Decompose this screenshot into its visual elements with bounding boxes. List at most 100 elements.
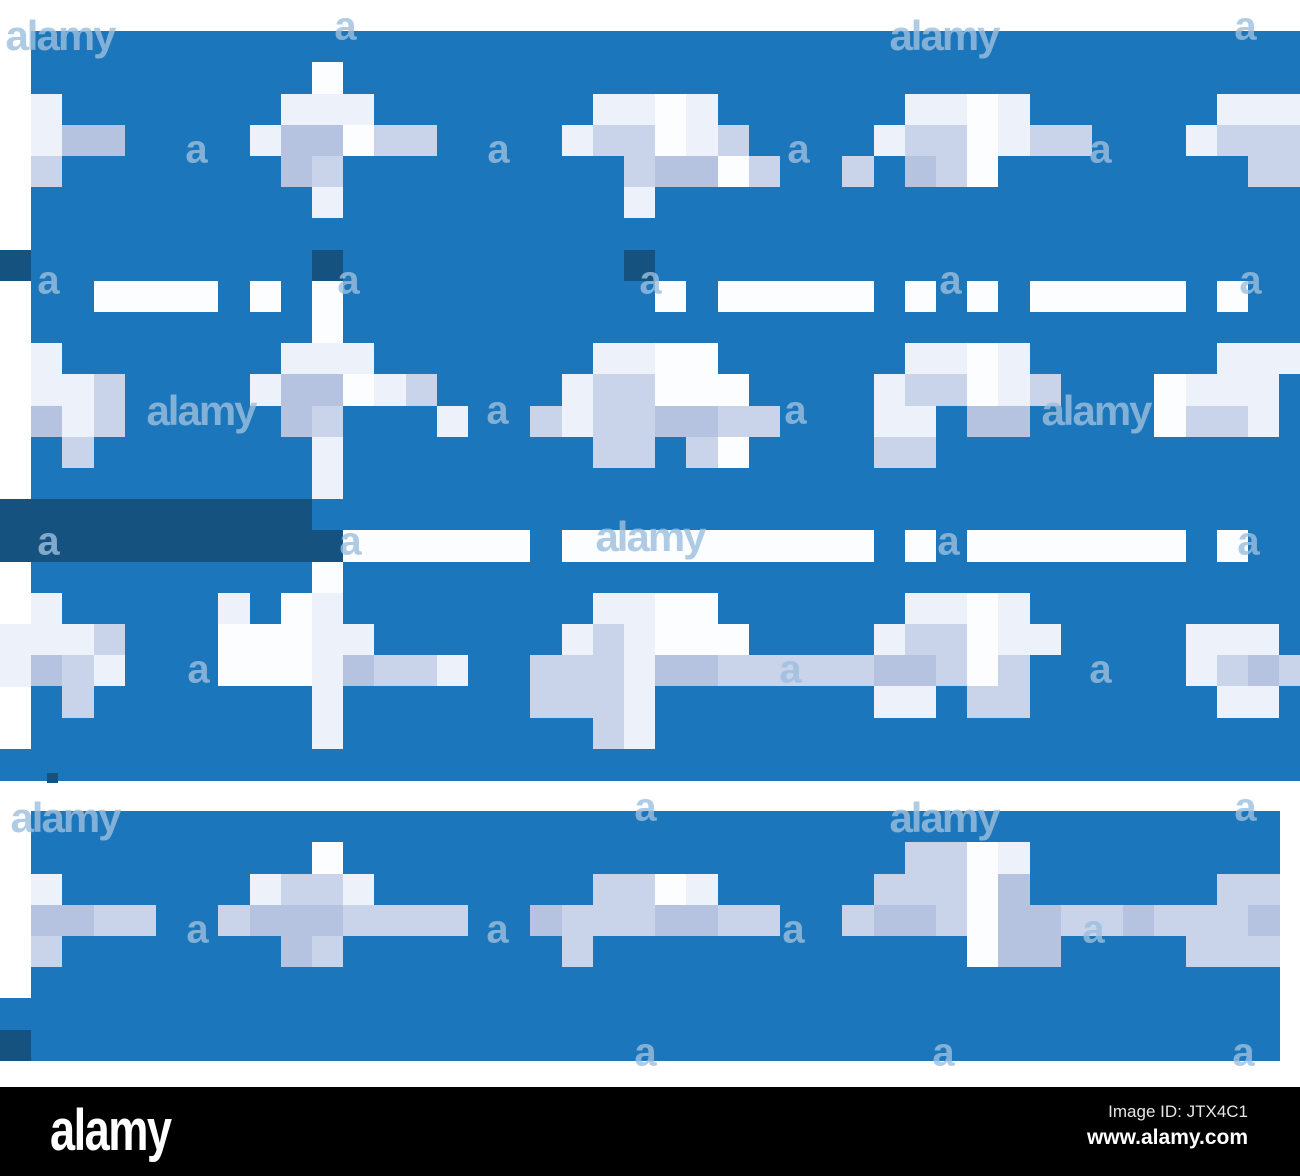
pixel (686, 312, 719, 344)
pixel (592, 93, 625, 126)
pixel (1060, 499, 1093, 531)
pixel (93, 218, 126, 251)
pixel (561, 93, 594, 126)
pixel (343, 592, 375, 625)
pixel (655, 124, 687, 157)
pixel (249, 124, 282, 157)
pixel (936, 561, 968, 594)
pixel (405, 93, 438, 126)
pixel (187, 748, 219, 781)
pixel (904, 530, 937, 563)
pixel (967, 124, 999, 157)
pixel (1216, 374, 1249, 407)
pixel (405, 842, 438, 875)
pixel (374, 686, 407, 719)
pixel (561, 343, 594, 375)
pixel (780, 811, 812, 843)
pixel (1185, 561, 1218, 594)
pixel (904, 218, 937, 251)
pixel (218, 904, 251, 937)
pixel (561, 936, 594, 968)
pixel (374, 218, 407, 251)
pixel (936, 936, 968, 968)
pixel (436, 998, 469, 1031)
pixel (436, 1029, 469, 1062)
pixel (280, 655, 313, 687)
pixel (811, 374, 843, 407)
pixel (249, 561, 282, 594)
pixel (124, 842, 157, 875)
pixel (686, 717, 719, 750)
pixel (187, 436, 219, 469)
pixel (343, 998, 375, 1031)
pixel (187, 468, 219, 500)
pixel (31, 686, 63, 719)
pixel (1279, 312, 1300, 344)
pixel (1248, 218, 1280, 251)
pixel (686, 561, 719, 594)
pixel (686, 499, 719, 531)
pixel (1029, 530, 1062, 563)
pixel (1279, 561, 1300, 594)
pixel (780, 405, 812, 438)
pixel (62, 1029, 95, 1062)
pixel (374, 811, 407, 843)
pixel (374, 280, 407, 313)
pixel (717, 124, 750, 157)
pixel (31, 873, 63, 906)
pixel (967, 31, 999, 63)
pixel (312, 811, 344, 843)
pixel (1185, 873, 1218, 906)
pixel (312, 998, 344, 1031)
pixel (1092, 842, 1124, 875)
pixel (249, 998, 282, 1031)
pixel (436, 124, 469, 157)
pixel (748, 1029, 781, 1062)
pixel (1154, 686, 1187, 719)
pixel (748, 811, 781, 843)
pixel (218, 624, 251, 656)
pixel (343, 717, 375, 750)
pixel (904, 873, 937, 906)
pixel (405, 686, 438, 719)
pixel (780, 124, 812, 157)
pixel (468, 624, 500, 656)
pixel (1060, 249, 1093, 282)
pixel (748, 374, 781, 407)
pixel (374, 748, 407, 781)
pixel (1185, 187, 1218, 219)
pixel (62, 468, 95, 500)
pixel (156, 93, 188, 126)
pixel (686, 62, 719, 95)
pixel (124, 249, 157, 282)
pixel (1029, 343, 1062, 375)
pixel (93, 124, 126, 157)
pixel (561, 592, 594, 625)
pixel (124, 592, 157, 625)
pixel (592, 124, 625, 157)
pixel (655, 717, 687, 750)
pixel (124, 312, 157, 344)
pixel (1154, 156, 1187, 188)
pixel (967, 436, 999, 469)
pixel (156, 904, 188, 937)
pixel (780, 280, 812, 313)
pixel (842, 530, 875, 563)
pixel (842, 842, 875, 875)
pixel (936, 62, 968, 95)
pixel (592, 312, 625, 344)
pixel (561, 748, 594, 781)
pixel (156, 218, 188, 251)
pixel (1092, 62, 1124, 95)
pixel (748, 904, 781, 937)
pixel (967, 748, 999, 781)
pixel (343, 468, 375, 500)
pixel (967, 62, 999, 95)
pixel (343, 374, 375, 407)
pixel (998, 343, 1031, 375)
pixel (530, 717, 563, 750)
pixel (1123, 93, 1155, 126)
pixel (468, 655, 500, 687)
pixel (499, 312, 531, 344)
pixel (1029, 936, 1062, 968)
